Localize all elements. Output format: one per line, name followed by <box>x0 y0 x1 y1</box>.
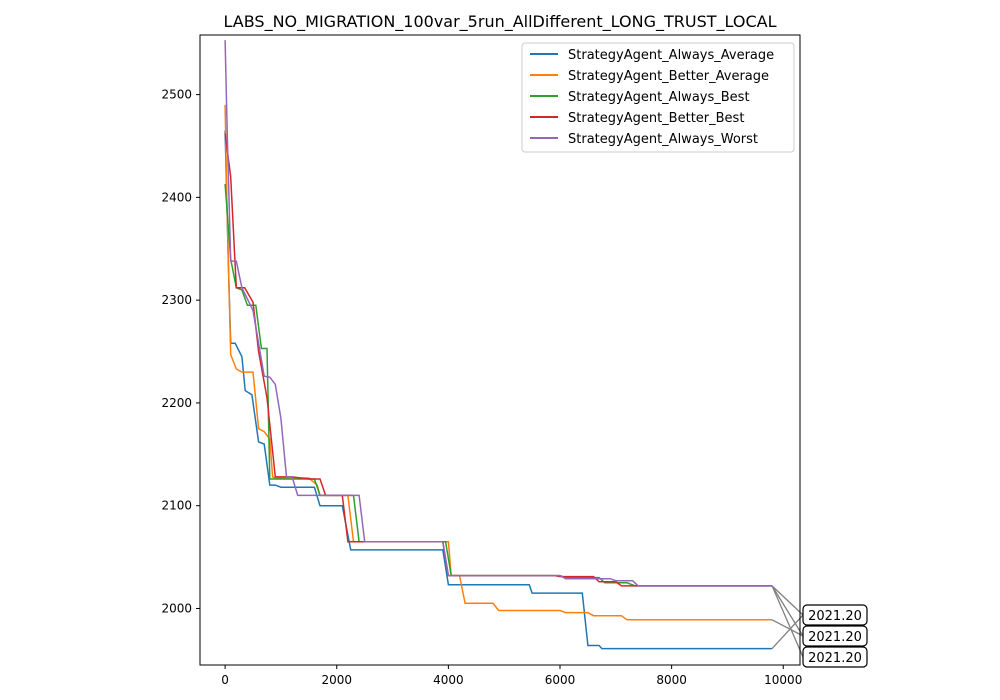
annotation-leader <box>771 619 804 637</box>
y-tick-label: 2000 <box>161 601 192 615</box>
series-line-4 <box>224 40 773 587</box>
annotation-label: 2021.20 <box>808 651 862 666</box>
x-tick-label: 8000 <box>656 673 687 687</box>
legend: StrategyAgent_Always_Average StrategyAgen… <box>521 42 795 153</box>
series-line-0 <box>224 130 773 650</box>
y-axis-ticks: 2000 2100 2200 2300 2400 2500 <box>161 88 200 615</box>
legend-box <box>521 42 795 153</box>
y-tick-label: 2400 <box>161 190 192 204</box>
series-line-1 <box>224 104 773 621</box>
x-tick-label: 0 <box>221 673 229 687</box>
annotation-box <box>802 646 868 668</box>
annotation-leader <box>771 585 804 658</box>
x-tick-label: 6000 <box>545 673 576 687</box>
chart-title: LABS_NO_MIGRATION_100var_5run_AllDiffere… <box>224 12 777 32</box>
annotation-leader <box>771 585 804 637</box>
series-line-3 <box>224 133 773 587</box>
legend-label: StrategyAgent_Always_Worst <box>568 132 758 147</box>
annotation-box <box>802 625 868 647</box>
y-tick-label: 2200 <box>161 396 192 410</box>
annotations: 2021.20 2021.20 2021.20 <box>802 604 868 668</box>
series-line-2 <box>224 183 773 587</box>
annotation-leaders <box>771 585 804 658</box>
plot-frame <box>199 34 801 666</box>
annotation-label: 2021.20 <box>808 630 862 645</box>
y-tick-label: 2300 <box>161 293 192 307</box>
legend-label: StrategyAgent_Always_Average <box>568 48 774 63</box>
x-tick-label: 2000 <box>321 673 352 687</box>
plot-lines <box>224 40 773 650</box>
x-axis-ticks: 0 2000 4000 6000 8000 10000 <box>221 665 802 687</box>
x-tick-label: 4000 <box>433 673 464 687</box>
y-tick-label: 2500 <box>161 88 192 102</box>
y-tick-label: 2100 <box>161 499 192 513</box>
legend-label: StrategyAgent_Better_Best <box>568 111 744 126</box>
legend-label: StrategyAgent_Always_Best <box>568 90 750 105</box>
annotation-box <box>802 604 868 626</box>
legend-label: StrategyAgent_Better_Average <box>568 69 769 84</box>
annotation-leader <box>771 585 804 616</box>
annotation-leader <box>771 614 804 649</box>
annotation-label: 2021.20 <box>808 609 862 624</box>
x-tick-label: 10000 <box>764 673 802 687</box>
